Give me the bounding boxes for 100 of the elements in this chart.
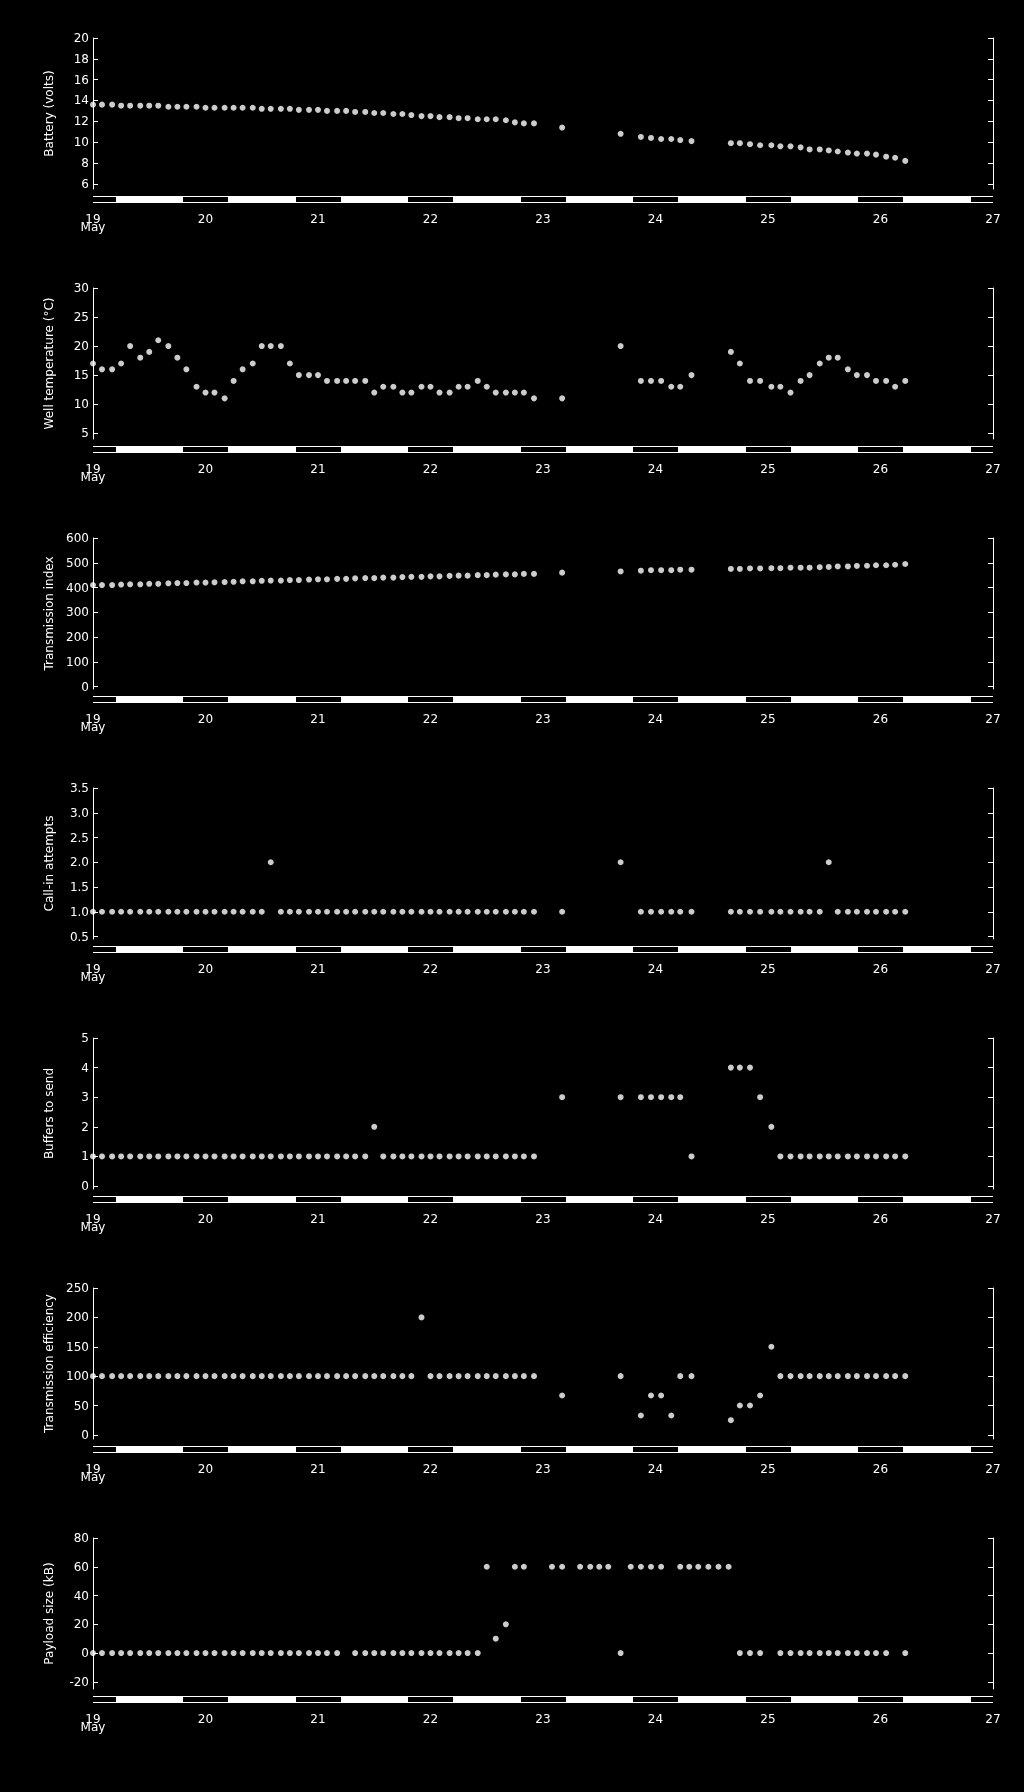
x-tick-label: 23 <box>535 212 551 226</box>
x-tick-label: 24 <box>647 962 664 976</box>
x-tick-label: 24 <box>647 1462 664 1476</box>
x-tick-label: 25 <box>760 1212 776 1226</box>
x-tick-label: 25 <box>760 712 776 726</box>
y-tick-label: 0 <box>81 679 89 694</box>
x-tick-label: 20 <box>197 462 214 476</box>
y-tick-label: 100 <box>66 1369 89 1384</box>
x-tick-label: 27 <box>985 1712 1001 1726</box>
x-tick-label: 26 <box>872 1212 889 1226</box>
x-tick-label: 27 <box>985 1212 1001 1226</box>
y-tick-label: 1.5 <box>69 880 89 895</box>
x-tick-label: 21 <box>310 1212 326 1226</box>
x-tick-label: 27 <box>985 712 1001 726</box>
x-tick-label: 25 <box>760 212 776 226</box>
x-tick-label: 22 <box>422 1212 439 1226</box>
y-tick-label: 0 <box>81 1427 89 1442</box>
x-tick-label: 22 <box>422 212 439 226</box>
y-tick-label: 40 <box>73 1588 89 1603</box>
x-tick-label: 22 <box>422 1462 439 1476</box>
y-tick-label: 300 <box>66 605 89 620</box>
x-tick-label: 22 <box>422 962 439 976</box>
x-tick-label: 24 <box>647 712 664 726</box>
y-tick-label: 2.5 <box>69 830 89 845</box>
x-tick-label: 23 <box>535 712 551 726</box>
x-tick-label: 21 <box>310 462 326 476</box>
x-tick-label: 26 <box>872 1462 889 1476</box>
x-tick-label: 20 <box>197 1462 214 1476</box>
x-tick-label: 20 <box>197 1712 214 1726</box>
x-tick-label: 24 <box>647 212 664 226</box>
x-tick-label: 22 <box>422 462 439 476</box>
x-tick-label: 24 <box>647 1212 664 1226</box>
y-axis-title: Transmission index <box>42 556 56 672</box>
y-tick-label: 1 <box>81 1149 89 1164</box>
y-tick-label: 4 <box>81 1060 89 1075</box>
y-tick-label: -20 <box>69 1674 89 1689</box>
y-tick-label: 8 <box>81 155 89 170</box>
y-tick-label: 10 <box>73 135 89 150</box>
y-tick-label: 5 <box>81 1031 89 1045</box>
x-tick-label: 27 <box>985 212 1001 226</box>
x-tick-label: 26 <box>872 212 889 226</box>
y-tick-label: 0 <box>81 1179 89 1194</box>
x-tick-label: 26 <box>872 462 889 476</box>
y-tick-label: 250 <box>66 1281 89 1295</box>
x-tick-label: 23 <box>535 1712 551 1726</box>
y-tick-label: 3 <box>81 1090 89 1105</box>
y-tick-label: 500 <box>66 555 89 570</box>
x-tick-label: 24 <box>647 462 664 476</box>
y-tick-label: 50 <box>73 1398 89 1413</box>
y-axis-title: Payload size (kB) <box>42 1562 56 1665</box>
x-tick-label: 20 <box>197 712 214 726</box>
x-tick-label: 22 <box>422 712 439 726</box>
x-tick-label: 24 <box>647 1712 664 1726</box>
x-tick-label: 25 <box>760 462 776 476</box>
y-tick-label: 600 <box>66 531 89 545</box>
x-tick-label: 23 <box>535 962 551 976</box>
x-tick-label: 21 <box>310 1712 326 1726</box>
y-axis-title: Battery (volts) <box>42 70 56 157</box>
y-tick-label: 18 <box>73 51 89 66</box>
x-tick-label: 27 <box>985 462 1001 476</box>
x-tick-label: 21 <box>310 1462 326 1476</box>
y-tick-label: 10 <box>73 397 89 412</box>
y-tick-label: 3.5 <box>69 781 89 795</box>
y-tick-label: 5 <box>81 426 89 441</box>
x-tick-label: 21 <box>310 712 326 726</box>
y-tick-label: 25 <box>73 310 89 325</box>
y-axis-title: Well temperature (°C) <box>42 297 56 430</box>
y-tick-label: 20 <box>73 1617 89 1632</box>
y-tick-label: 80 <box>73 1531 89 1545</box>
x-tick-label: 22 <box>422 1712 439 1726</box>
y-tick-label: 150 <box>66 1339 89 1354</box>
y-tick-label: 16 <box>73 72 89 87</box>
x-tick-label: 23 <box>535 462 551 476</box>
y-tick-label: 14 <box>73 93 89 108</box>
y-tick-label: 2 <box>81 1119 89 1134</box>
x-tick-label: 27 <box>985 1462 1001 1476</box>
y-tick-label: 0 <box>81 1646 89 1661</box>
y-tick-label: 30 <box>73 281 89 295</box>
y-axis-title: Call-in attempts <box>42 815 56 912</box>
x-tick-label: 25 <box>760 1462 776 1476</box>
y-tick-label: 200 <box>66 1310 89 1325</box>
y-tick-label: 60 <box>73 1559 89 1574</box>
x-tick-label: 26 <box>872 1712 889 1726</box>
x-tick-label: 23 <box>535 1212 551 1226</box>
x-tick-label: 27 <box>985 962 1001 976</box>
y-tick-label: 6 <box>81 176 89 191</box>
y-tick-label: 20 <box>73 31 89 45</box>
y-tick-label: 3.0 <box>69 805 89 820</box>
x-tick-label: 26 <box>872 962 889 976</box>
y-tick-label: 100 <box>66 654 89 669</box>
x-tick-label: 20 <box>197 212 214 226</box>
x-tick-label: 26 <box>872 712 889 726</box>
y-axis-title: Transmission efficiency <box>42 1294 56 1434</box>
y-tick-label: 200 <box>66 630 89 645</box>
y-tick-label: 20 <box>73 339 89 354</box>
x-tick-label: 23 <box>535 1462 551 1476</box>
x-tick-label: 21 <box>310 962 326 976</box>
y-tick-label: 0.5 <box>69 929 89 944</box>
x-tick-label: 25 <box>760 1712 776 1726</box>
x-tick-label: 25 <box>760 962 776 976</box>
